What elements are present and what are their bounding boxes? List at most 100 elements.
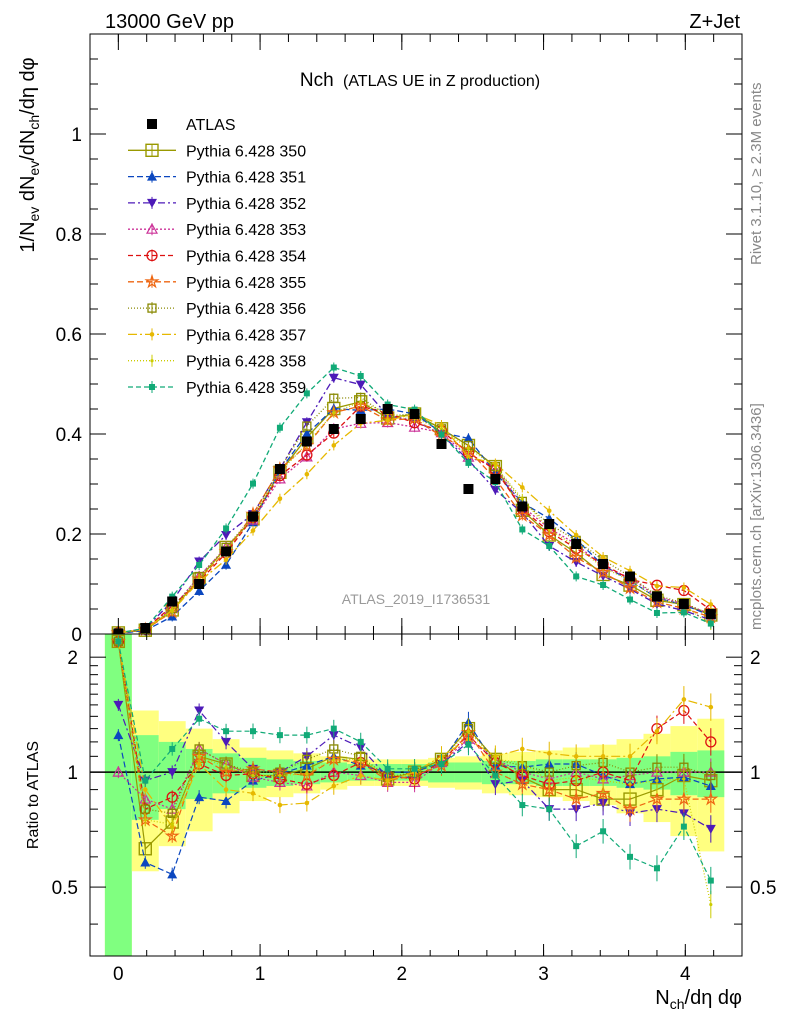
data-marker <box>223 525 230 532</box>
y-tick-label: 0.8 <box>56 225 82 246</box>
data-marker <box>651 591 662 602</box>
legend-label: Pythia 6.428 358 <box>186 354 306 371</box>
data-marker <box>600 828 607 835</box>
header-process-label: Z+Jet <box>689 11 740 33</box>
data-marker <box>142 777 149 784</box>
data-marker <box>147 171 157 181</box>
data-marker <box>573 532 579 538</box>
data-marker <box>329 393 339 403</box>
analysis-label: ATLAS_2019_I1736531 <box>342 591 491 607</box>
legend-label: Pythia 6.428 350 <box>186 143 306 160</box>
data-marker <box>169 745 176 752</box>
data-marker <box>707 877 714 884</box>
data-marker <box>490 474 501 484</box>
data-marker <box>655 779 659 783</box>
data-marker <box>224 765 228 769</box>
data-marker <box>277 802 283 808</box>
data-marker <box>170 608 174 612</box>
legend-label: Pythia 6.428 359 <box>186 380 306 397</box>
data-marker <box>250 791 256 796</box>
y-tick-label: 1 <box>71 125 82 146</box>
data-marker <box>196 715 203 722</box>
data-marker <box>150 359 154 363</box>
data-marker <box>113 730 124 740</box>
data-marker <box>384 765 391 772</box>
legend-item: Pythia 6.428 354 <box>128 249 306 266</box>
data-marker <box>622 579 638 595</box>
data-marker <box>465 459 472 466</box>
data-marker <box>305 772 309 776</box>
data-marker <box>332 411 336 415</box>
data-marker <box>682 777 686 781</box>
ratio-series-line <box>117 704 712 830</box>
data-marker <box>328 373 339 383</box>
data-marker <box>703 791 719 806</box>
data-marker <box>439 427 444 431</box>
data-marker <box>303 732 310 739</box>
series-line <box>118 366 712 634</box>
data-marker <box>705 609 716 619</box>
data-marker <box>196 761 202 767</box>
data-marker <box>466 729 471 733</box>
y-tick-label: 0.2 <box>56 525 82 546</box>
ratio-y-tick-label: 0.5 <box>52 878 78 899</box>
main-panel: 0 1 2 3 4 0 0.2 0.4 0.6 0.8 1 <box>56 33 743 985</box>
data-marker <box>627 853 634 860</box>
series-line <box>118 405 711 634</box>
legend-item-atlas: ATLAS <box>147 117 236 134</box>
data-marker <box>649 791 665 806</box>
x-tick-label: 3 <box>538 964 549 985</box>
data-marker <box>627 754 633 759</box>
data-marker <box>595 564 611 579</box>
data-marker <box>546 806 553 813</box>
data-marker <box>355 380 366 390</box>
data-marker <box>600 554 606 560</box>
data-marker <box>328 424 339 434</box>
x-axis-label: Nch/dη dφ <box>655 987 742 1012</box>
data-marker <box>514 776 530 791</box>
data-marker <box>248 511 258 522</box>
data-marker <box>304 800 310 806</box>
data-marker <box>493 757 497 761</box>
data-marker <box>167 596 178 607</box>
data-marker <box>140 623 151 633</box>
legend-item: Pythia 6.428 357 <box>128 327 306 344</box>
data-marker <box>571 539 582 549</box>
data-marker <box>146 249 158 262</box>
band-inner <box>104 634 132 956</box>
data-marker <box>654 728 660 734</box>
legend-item: Pythia 6.428 350 <box>128 143 306 160</box>
data-marker <box>115 638 122 645</box>
data-marker <box>708 602 714 607</box>
data-marker <box>138 842 152 856</box>
data-marker <box>601 779 605 783</box>
data-marker <box>145 143 159 158</box>
data-marker <box>627 596 634 603</box>
y-tick-label: 0.6 <box>56 325 82 346</box>
legend-label: Pythia 6.428 351 <box>186 170 306 187</box>
data-marker <box>221 737 232 747</box>
legend-label: Pythia 6.428 354 <box>186 249 306 266</box>
main-axes: 0 1 2 3 4 0 0.2 0.4 0.6 0.8 1 <box>56 33 743 985</box>
data-marker <box>547 779 551 783</box>
data-marker <box>573 573 580 580</box>
data-marker <box>303 390 310 397</box>
data-marker <box>147 119 157 129</box>
ratio-y-tick-label: 2 <box>67 648 78 669</box>
data-marker <box>544 519 555 529</box>
data-marker <box>707 620 714 627</box>
data-marker <box>357 738 364 745</box>
legend-item: Pythia 6.428 356 <box>128 301 306 318</box>
ratio-axes: 0.5 0.5 1 1 2 2 <box>52 648 776 925</box>
ratio-plot-area <box>90 633 742 956</box>
data-marker <box>463 484 474 494</box>
data-marker <box>194 579 205 589</box>
data-marker <box>167 869 178 879</box>
data-marker <box>466 454 471 460</box>
header-energy-label: 13000 GeV pp <box>105 11 234 33</box>
ratio-frame <box>89 633 743 957</box>
data-marker <box>708 704 714 710</box>
x-tick-label: 1 <box>255 964 266 985</box>
data-marker <box>411 765 418 772</box>
